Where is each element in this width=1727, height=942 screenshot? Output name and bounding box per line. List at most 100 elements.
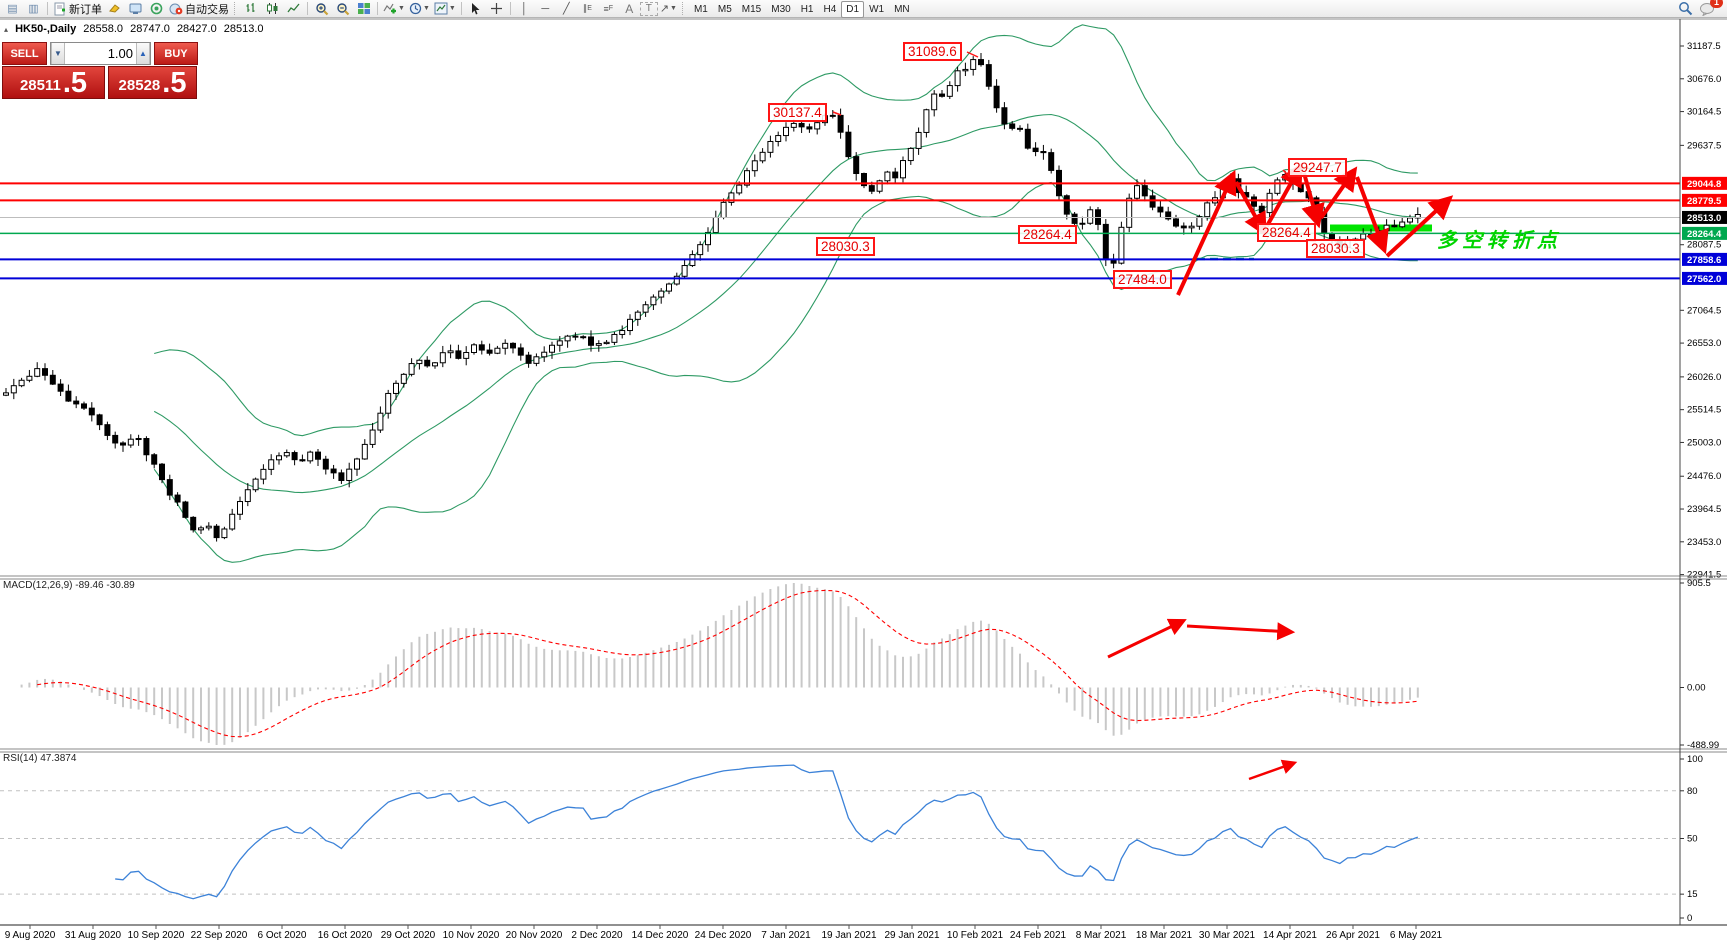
signal-icon[interactable] <box>146 1 167 17</box>
chart-window-icon[interactable]: ▤ <box>7 3 18 15</box>
timeframe-button-m15[interactable]: M15 <box>741 4 762 15</box>
line-chart-mode-icon[interactable] <box>283 1 304 17</box>
timeframe-button-m30[interactable]: M30 <box>771 4 791 15</box>
svg-text:9 Aug 2020: 9 Aug 2020 <box>5 930 56 941</box>
trendline-icon[interactable]: ╱ <box>563 3 570 15</box>
add-indicator-icon[interactable]: ▼ <box>381 1 407 17</box>
timeframe-button-h4[interactable]: H4 <box>823 4 837 15</box>
horizontal-line-icon[interactable]: ─ <box>541 2 550 15</box>
sell-price-display[interactable]: 28511 .5 <box>2 66 105 99</box>
autotrade-label: 自动交易 <box>185 3 229 16</box>
candlestick-mode-icon[interactable] <box>262 1 283 17</box>
fibonacci-icon[interactable]: ≡ F <box>603 3 614 14</box>
svg-text:26026.0: 26026.0 <box>1687 372 1721 383</box>
notification-count-badge: 1 <box>1709 0 1723 8</box>
svg-text:0.00: 0.00 <box>1687 683 1706 694</box>
search-icon[interactable] <box>1675 1 1696 17</box>
toolbar: ▤ ▥ 新订单 自动交易 ▼ ▼ ▼ │ ─ ╱ ∥ E ≡ F <box>0 0 1727 18</box>
volume-input[interactable] <box>65 43 136 64</box>
svg-text:24 Dec 2020: 24 Dec 2020 <box>695 930 752 941</box>
macd-values: -89.46 -30.89 <box>75 580 135 591</box>
rsi-label-line: RSI(14) 47.3874 <box>3 753 76 764</box>
text-icon[interactable]: A <box>625 1 634 16</box>
timeframe-button-m1[interactable]: M1 <box>693 4 708 15</box>
timeframe-button-h1[interactable]: H1 <box>800 4 814 15</box>
autotrade-button[interactable]: 自动交易 <box>167 1 231 17</box>
zoom-out-icon[interactable] <box>332 1 353 17</box>
svg-text:8 Mar 2021: 8 Mar 2021 <box>1076 930 1127 941</box>
svg-text:23453.0: 23453.0 <box>1687 537 1721 548</box>
svg-text:23964.5: 23964.5 <box>1687 504 1721 515</box>
sell-price-int: 28511 <box>19 77 61 94</box>
new-order-icon <box>54 2 65 15</box>
svg-text:27562.0: 27562.0 <box>1687 274 1721 285</box>
ohlc-low: 28427.0 <box>176 23 217 35</box>
svg-text:28087.5: 28087.5 <box>1687 240 1721 251</box>
svg-text:22941.5: 22941.5 <box>1687 570 1721 581</box>
sell-price-frac: .5 <box>62 67 88 99</box>
macd-label: MACD(12,26,9) <box>3 580 73 591</box>
autotrade-icon <box>169 3 183 15</box>
equidistant-channel-icon[interactable]: ∥ E <box>582 3 592 13</box>
ohlc-close: 28513.0 <box>223 23 264 35</box>
buy-button[interactable]: BUY <box>154 42 198 65</box>
terminal-icon[interactable] <box>125 1 146 17</box>
rsi-value: 47.3874 <box>40 753 77 764</box>
svg-text:10 Feb 2021: 10 Feb 2021 <box>947 930 1004 941</box>
svg-text:50: 50 <box>1687 834 1698 845</box>
volume-increase-button[interactable]: ▲ <box>136 43 150 64</box>
notifications-icon[interactable]: 1 <box>1696 0 1723 17</box>
svg-text:-488.99: -488.99 <box>1687 740 1719 751</box>
sell-button[interactable]: SELL <box>2 42 47 65</box>
timeframe-clock-icon[interactable]: ▼ <box>407 1 432 17</box>
svg-text:28779.5: 28779.5 <box>1687 196 1722 207</box>
cursor-icon[interactable] <box>465 1 486 17</box>
svg-text:10 Sep 2020: 10 Sep 2020 <box>128 930 185 941</box>
new-order-button[interactable]: 新订单 <box>51 1 104 17</box>
svg-text:28264.4: 28264.4 <box>1687 229 1722 240</box>
vertical-line-icon[interactable]: │ <box>520 2 528 15</box>
svg-text:15: 15 <box>1687 889 1698 900</box>
buy-price-display[interactable]: 28528 .5 <box>108 66 197 99</box>
svg-text:100: 100 <box>1687 754 1703 765</box>
rsi-label: RSI(14) <box>3 753 38 764</box>
template-icon[interactable]: ▼ <box>432 1 458 17</box>
svg-text:2 Dec 2020: 2 Dec 2020 <box>571 930 623 941</box>
eraser-icon[interactable] <box>104 1 125 17</box>
svg-text:30 Mar 2021: 30 Mar 2021 <box>1199 930 1256 941</box>
crosshair-icon[interactable] <box>486 1 507 17</box>
svg-text:80: 80 <box>1687 786 1698 797</box>
timeframe-button-d1[interactable]: D1 <box>841 1 865 18</box>
timeframe-group: M1 M5 M15 M30 H1 H4 D1 W1 MN <box>689 0 915 18</box>
text-label-icon[interactable]: T <box>639 1 658 16</box>
ohlc-high: 28747.0 <box>130 23 170 35</box>
chart-icon: ▴ <box>4 25 9 34</box>
svg-text:25514.5: 25514.5 <box>1687 405 1721 416</box>
svg-text:25003.0: 25003.0 <box>1687 437 1721 448</box>
timeframe-button-w1[interactable]: W1 <box>869 4 885 15</box>
zoom-in-icon[interactable] <box>311 1 332 17</box>
svg-text:6 May 2021: 6 May 2021 <box>1390 930 1443 941</box>
svg-text:31187.5: 31187.5 <box>1687 41 1721 52</box>
svg-text:19 Jan 2021: 19 Jan 2021 <box>821 930 876 941</box>
svg-text:31 Aug 2020: 31 Aug 2020 <box>65 930 122 941</box>
svg-text:29 Oct 2020: 29 Oct 2020 <box>381 930 436 941</box>
svg-text:22 Sep 2020: 22 Sep 2020 <box>191 930 248 941</box>
timeframe-button-mn[interactable]: MN <box>894 4 910 15</box>
new-order-label: 新订单 <box>69 3 102 16</box>
chart-title-line: ▴ HK50-,Daily 28558.0 28747.0 28427.0 28… <box>4 23 268 35</box>
volume-decrease-button[interactable]: ▼ <box>51 43 65 64</box>
arrows-tool-icon[interactable]: ↗ ▼ <box>659 3 677 15</box>
timeframe-button-m5[interactable]: M5 <box>717 4 732 15</box>
svg-text:18 Mar 2021: 18 Mar 2021 <box>1136 930 1193 941</box>
volume-spinner: ▼ ▲ <box>50 42 151 65</box>
svg-text:30676.0: 30676.0 <box>1687 74 1721 85</box>
chart-preview-icon[interactable]: ▥ <box>28 3 39 15</box>
buy-price-frac: .5 <box>162 67 187 99</box>
svg-text:905.5: 905.5 <box>1687 578 1711 589</box>
tile-windows-icon[interactable] <box>353 1 374 17</box>
svg-text:0: 0 <box>1687 913 1692 924</box>
bar-chart-mode-icon[interactable] <box>241 1 262 17</box>
